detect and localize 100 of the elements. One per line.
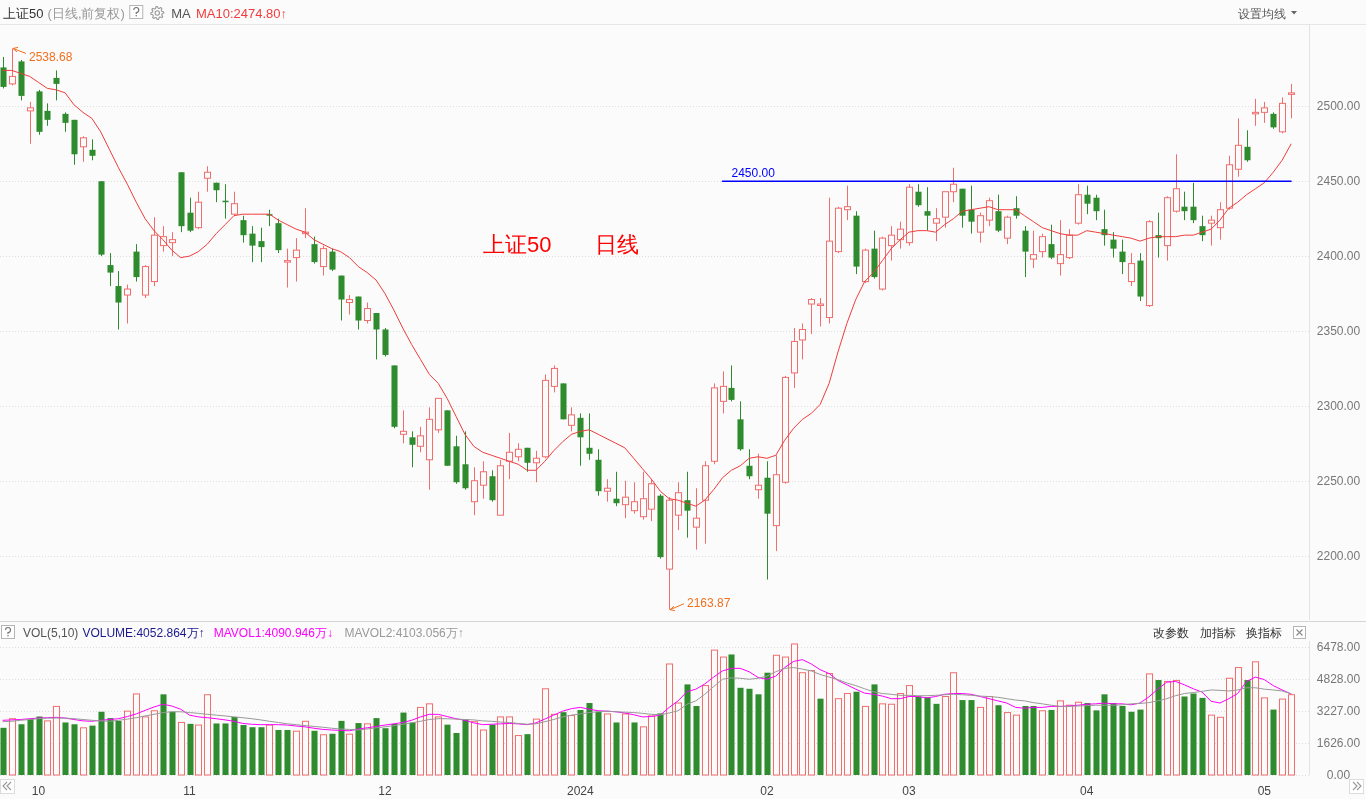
bar	[878, 703, 887, 776]
bar	[871, 684, 878, 775]
bar	[1056, 700, 1065, 776]
candlestick	[1172, 153, 1181, 214]
bar	[1145, 673, 1154, 776]
bar	[1251, 661, 1260, 776]
bar	[684, 684, 691, 775]
y-tick-label: 2450.00	[1316, 174, 1361, 189]
candlestick	[1244, 129, 1251, 163]
candlestick	[292, 237, 301, 283]
bar	[737, 687, 744, 775]
candlestick	[505, 432, 514, 480]
y-tick-label: 4828.00	[1316, 672, 1361, 687]
bar	[1012, 714, 1021, 776]
candlestick	[1038, 233, 1047, 259]
bar	[301, 720, 310, 776]
bar	[71, 724, 78, 775]
bar	[1181, 696, 1188, 775]
annotation: 2163.87	[687, 595, 731, 610]
bar	[550, 713, 559, 776]
bar	[631, 722, 638, 775]
bar	[959, 700, 966, 775]
candlestick	[470, 466, 479, 516]
candlestick	[674, 481, 683, 531]
legend-title: MA	[171, 6, 192, 21]
bar	[284, 730, 291, 775]
bar	[817, 698, 824, 775]
bar	[98, 711, 105, 775]
candlestick	[968, 185, 975, 235]
bar	[1038, 710, 1047, 776]
bar	[470, 721, 479, 776]
candlestick	[79, 135, 88, 163]
bar	[995, 705, 1002, 775]
bar	[1003, 712, 1012, 776]
candlestick	[258, 227, 265, 263]
bar	[36, 716, 43, 775]
candlestick	[409, 430, 416, 468]
candlestick	[311, 236, 318, 265]
bar	[710, 649, 719, 776]
candlestick	[985, 197, 994, 227]
candlestick	[1234, 117, 1243, 178]
candlestick	[1056, 219, 1065, 277]
candlestick	[462, 430, 469, 491]
candlestick	[567, 406, 576, 432]
x-tick-label: 05	[1257, 784, 1272, 798]
bar	[240, 725, 247, 775]
bar	[382, 728, 389, 775]
candlestick	[1260, 101, 1269, 124]
bar	[834, 698, 843, 776]
candlestick	[603, 478, 612, 503]
x-tick-label: 11	[183, 784, 197, 798]
bar	[665, 663, 674, 776]
candlestick	[798, 323, 807, 360]
bar	[1270, 709, 1277, 775]
bar	[505, 716, 514, 776]
bar	[0, 727, 7, 775]
bar	[861, 705, 870, 776]
candlestick	[1065, 228, 1074, 260]
y-tick-label: 2300.00	[1316, 398, 1361, 413]
candlestick	[168, 231, 177, 257]
bar	[79, 727, 88, 776]
bar	[231, 716, 238, 775]
candlestick	[754, 453, 763, 500]
bar	[123, 710, 132, 776]
y-tick-label: 6478.00	[1316, 639, 1361, 654]
bar	[338, 720, 345, 775]
bar	[657, 713, 664, 775]
candlestick	[1110, 231, 1117, 259]
bar	[532, 718, 541, 776]
candlestick	[621, 480, 630, 519]
bar	[18, 724, 25, 775]
bar	[1074, 701, 1083, 776]
candlestick	[1029, 230, 1038, 269]
bar	[843, 693, 852, 776]
candlestick	[630, 481, 639, 515]
bar	[1155, 680, 1162, 775]
bar	[924, 697, 931, 775]
bar	[169, 711, 176, 775]
bar	[391, 723, 398, 775]
bar	[373, 718, 380, 775]
candlestick	[329, 248, 336, 272]
candlestick	[1048, 224, 1055, 260]
bar	[1244, 680, 1251, 775]
bar	[1216, 716, 1225, 776]
bar	[915, 696, 922, 775]
bar	[275, 730, 282, 775]
bar	[425, 703, 434, 776]
bar	[560, 712, 567, 775]
x-tick-label: 12	[378, 784, 392, 798]
x-tick-label: 02	[760, 784, 774, 798]
candlestick	[249, 225, 256, 263]
text: 设置均线	[1238, 7, 1286, 21]
candlestick	[807, 297, 816, 335]
bar	[1163, 680, 1172, 776]
candlestick	[399, 409, 408, 444]
bar	[311, 730, 318, 775]
y-tick-label: 1626.00	[1316, 735, 1361, 750]
bar	[755, 694, 762, 775]
bar	[444, 724, 451, 775]
bar	[292, 730, 301, 776]
